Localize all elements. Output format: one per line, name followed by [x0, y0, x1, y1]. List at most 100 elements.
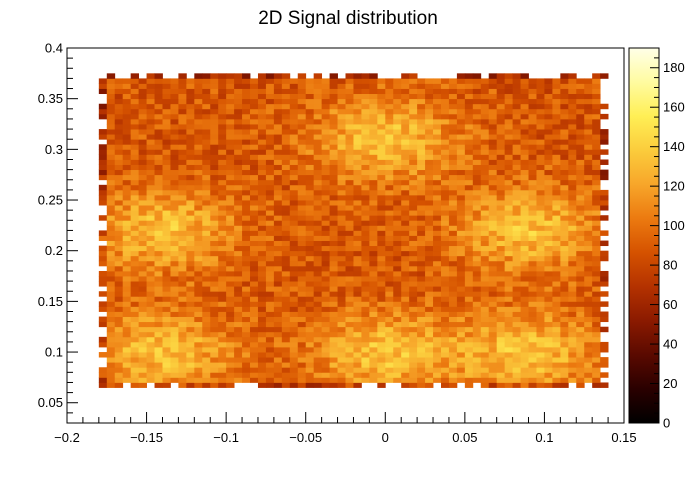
heatmap-cell [576, 372, 585, 378]
heatmap-cell [448, 164, 458, 171]
heatmap-cell [138, 220, 147, 226]
heatmap-cell [385, 124, 394, 130]
heatmap-cell [353, 210, 362, 216]
heatmap-cell [520, 352, 529, 358]
heatmap-cell [281, 139, 291, 145]
heatmap-cell [456, 174, 466, 181]
heatmap-cell [488, 200, 498, 206]
heatmap-cell [250, 174, 259, 181]
heatmap-cell [496, 83, 506, 89]
heatmap-cell [257, 230, 267, 236]
heatmap-cell [178, 296, 187, 302]
heatmap-cell [218, 346, 227, 353]
heatmap-cell [440, 281, 450, 287]
heatmap-cell [536, 154, 545, 160]
heatmap-cell [440, 88, 450, 95]
heatmap-cell [496, 194, 506, 201]
heatmap-cell [297, 265, 307, 272]
heatmap-cell [289, 240, 299, 247]
heatmap-cell [114, 260, 124, 267]
heatmap-cell [281, 225, 291, 231]
heatmap-cell [361, 164, 370, 171]
heatmap-cell [186, 346, 195, 353]
heatmap-cell [218, 230, 227, 236]
heatmap-cell [576, 194, 585, 201]
heatmap-cell [106, 159, 116, 165]
heatmap-cell [568, 88, 577, 95]
heatmap-cell [257, 225, 267, 231]
heatmap-cell [536, 149, 545, 155]
heatmap-cell [576, 352, 585, 358]
heatmap-cell [576, 134, 585, 140]
heatmap-cell [122, 215, 132, 221]
heatmap-cell [146, 215, 155, 221]
heatmap-cell [329, 306, 338, 312]
heatmap-cell [433, 220, 442, 226]
heatmap-cell [98, 164, 108, 171]
heatmap-cell [154, 189, 163, 196]
heatmap-cell [337, 98, 346, 105]
heatmap-cell [273, 230, 283, 236]
heatmap-cell [329, 260, 338, 267]
heatmap-cell [417, 200, 426, 206]
heatmap-cell [536, 367, 545, 373]
heatmap-cell [250, 296, 259, 302]
heatmap-cell [250, 245, 259, 252]
heatmap-cells [98, 73, 609, 388]
heatmap-cell [337, 108, 346, 115]
heatmap-cell [456, 184, 466, 191]
heatmap-cell [250, 129, 259, 135]
heatmap-cell [560, 367, 569, 373]
heatmap-cell [440, 184, 450, 191]
heatmap-cell [456, 108, 466, 115]
heatmap-cell [528, 88, 537, 95]
heatmap-cell [313, 235, 323, 241]
heatmap-cell [114, 149, 124, 155]
heatmap-cell [568, 276, 577, 282]
heatmap-cell [385, 296, 394, 302]
heatmap-cell [305, 154, 315, 160]
heatmap-cell [401, 169, 410, 176]
heatmap-cell [154, 341, 163, 348]
heatmap-cell [218, 326, 227, 333]
heatmap-cell [377, 382, 386, 388]
heatmap-cell [218, 103, 227, 110]
heatmap-cell [472, 362, 482, 368]
heatmap-cell [186, 225, 195, 231]
heatmap-cell [528, 129, 537, 135]
heatmap-cell [409, 301, 418, 307]
heatmap-cell [560, 362, 569, 368]
heatmap-cell [297, 362, 307, 368]
heatmap-cell [337, 144, 346, 150]
heatmap-cell [186, 311, 195, 317]
heatmap-cell [281, 346, 291, 353]
heatmap-cell [345, 311, 354, 317]
heatmap-cell [440, 113, 450, 120]
heatmap-cell [464, 174, 474, 181]
heatmap-cell [393, 129, 402, 135]
heatmap-cell [472, 321, 482, 328]
heatmap-cell [321, 134, 330, 140]
heatmap-cell [178, 276, 187, 282]
heatmap-cell [560, 113, 569, 120]
heatmap-cell [560, 159, 569, 165]
heatmap-cell [369, 200, 378, 206]
heatmap-cell [448, 235, 458, 241]
heatmap-cell [425, 200, 434, 206]
heatmap-cell [289, 346, 299, 353]
heatmap-cell [488, 230, 498, 236]
heatmap-cell [464, 377, 474, 383]
heatmap-cell [496, 377, 506, 383]
heatmap-cell [504, 296, 513, 302]
heatmap-cell [202, 372, 211, 378]
heatmap-cell [504, 189, 513, 196]
heatmap-cell [297, 189, 307, 196]
heatmap-cell [592, 154, 601, 160]
heatmap-cell [393, 210, 402, 216]
heatmap-cell [329, 215, 338, 221]
heatmap-cell [218, 296, 227, 302]
heatmap-cell [536, 301, 545, 307]
heatmap-cell [226, 250, 235, 257]
heatmap-cell [401, 194, 410, 201]
heatmap-cell [146, 78, 155, 84]
